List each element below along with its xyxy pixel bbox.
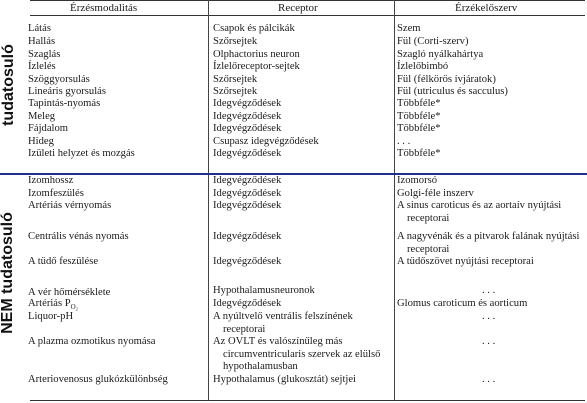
modality-cell: Izomhossz <box>28 175 74 186</box>
receptor-cell: Idegvégződések <box>213 200 282 211</box>
bottom-rule <box>30 400 585 401</box>
modality-cell: A plazma ozmotikus nyomása <box>28 336 156 347</box>
column-divider-2 <box>394 0 395 401</box>
modality-cell: Artériás PO₂ <box>28 298 78 311</box>
organ-cell: Fül (félkörös ívjáratok) <box>397 74 496 85</box>
receptor-cell: Idegvégződések <box>213 175 282 186</box>
organ-cell: Ízlelőbimbó <box>397 61 449 72</box>
organ-cell: Fül (Corti-szerv) <box>397 36 469 47</box>
receptor-cell: Hypothalamus (glukosztát) sejtjei <box>213 374 356 385</box>
conscious-divider-line <box>0 173 587 175</box>
modality-cell: Centrális vénás nyomás <box>28 231 129 242</box>
receptor-cell: Csupasz idegvégződések <box>213 136 319 147</box>
receptor-cell: Szőrsejtek <box>213 86 258 97</box>
header-organ: Érzékelőszerv <box>455 2 518 14</box>
organ-cell: Többféle* <box>397 123 441 134</box>
organ-cell: . . . <box>482 374 496 385</box>
receptor-cell: Idegvégződések <box>213 148 282 159</box>
organ-cell: Fül (utriculus és sacculus) <box>397 86 508 97</box>
modality-cell: A vér hőmérséklete <box>28 287 111 298</box>
receptor-cell: Szőrsejtek <box>213 74 258 85</box>
modality-cell: Hideg <box>28 136 54 147</box>
modality-cell: Szaglás <box>28 49 61 60</box>
side-label-conscious: tudatosuló <box>0 44 17 126</box>
receptor-cell: Olphactorius neuron <box>213 49 300 60</box>
receptor-cell: Idegvégződések <box>213 231 282 242</box>
modality-cell: Arteriovenosus glukózkülönbség <box>28 374 168 385</box>
receptor-cell: Hypothalamusneuronok <box>213 285 315 296</box>
modality-cell: Ízlelés <box>28 61 56 72</box>
modality-cell: Artériás vérnyomás <box>28 200 112 211</box>
organ-cell: A nagyvénák és a pitvarok falának nyújtá… <box>397 231 580 255</box>
receptor-cell: Csapok és pálcikák <box>213 23 295 34</box>
organ-cell: Többféle* <box>397 98 441 109</box>
modality-cell: Tapintás-nyomás <box>28 98 101 109</box>
modality-cell: A tüdő feszülése <box>28 256 99 267</box>
receptor-cell: Ízlelőreceptor-sejtek <box>213 61 300 72</box>
modality-cell: Látás <box>28 23 51 34</box>
organ-cell: . . . <box>397 136 411 147</box>
receptor-cell: Az OVLT és valószínűleg más circumventri… <box>213 336 381 372</box>
organ-cell: A tüdőszövet nyújtási receptorai <box>397 256 534 267</box>
modality-cell: Izületi helyzet és mozgás <box>28 148 135 159</box>
organ-cell: Golgi-féle inszerv <box>397 188 474 199</box>
modality-cell: Liquor-pH <box>28 311 74 322</box>
receptor-cell: Idegvégződések <box>213 256 282 267</box>
modality-cell: Izomfeszülés <box>28 188 84 199</box>
receptor-cell: Idegvégződések <box>213 111 282 122</box>
side-label-not-conscious: NEM tudatosuló <box>0 212 16 334</box>
modality-cell: Meleg <box>28 111 56 122</box>
receptor-cell: Szőrsejtek <box>213 36 258 47</box>
header-receptor: Receptor <box>278 2 318 14</box>
organ-cell: . . . <box>482 285 496 296</box>
organ-cell: Többféle* <box>397 148 441 159</box>
header-modality: Érzésmodalitás <box>70 2 138 14</box>
organ-cell: . . . <box>482 336 496 347</box>
top-rule <box>30 0 585 1</box>
organ-cell: Szem <box>397 23 421 34</box>
modality-cell: Fájdalom <box>28 123 69 134</box>
receptor-cell: A nyúltvelő ventrális felszínének recept… <box>213 311 353 335</box>
column-divider-1 <box>208 0 209 401</box>
modality-cell: Hallás <box>28 36 56 47</box>
modality-subscript: O₂ <box>70 303 79 312</box>
modality-cell: Lineáris gyorsulás <box>28 86 106 97</box>
header-rule <box>30 15 585 16</box>
modality-cell: Szöggyorsulás <box>28 74 90 85</box>
modality-main: Artériás P <box>28 298 71 309</box>
receptor-cell: Idegvégződések <box>213 298 282 309</box>
organ-cell: A sinus caroticus és az aortaív nyújtási… <box>397 200 562 224</box>
organ-cell: Izomorsó <box>397 175 438 186</box>
receptor-cell: Idegvégződések <box>213 123 282 134</box>
organ-cell: Glomus caroticum és aorticum <box>397 298 528 309</box>
receptor-cell: Idegvégződések <box>213 98 282 109</box>
organ-cell: Többféle* <box>397 111 441 122</box>
receptor-cell: Idegvégződések <box>213 188 282 199</box>
organ-cell: Szagló nyálkahártya <box>397 49 484 60</box>
organ-cell: . . . <box>482 311 496 322</box>
